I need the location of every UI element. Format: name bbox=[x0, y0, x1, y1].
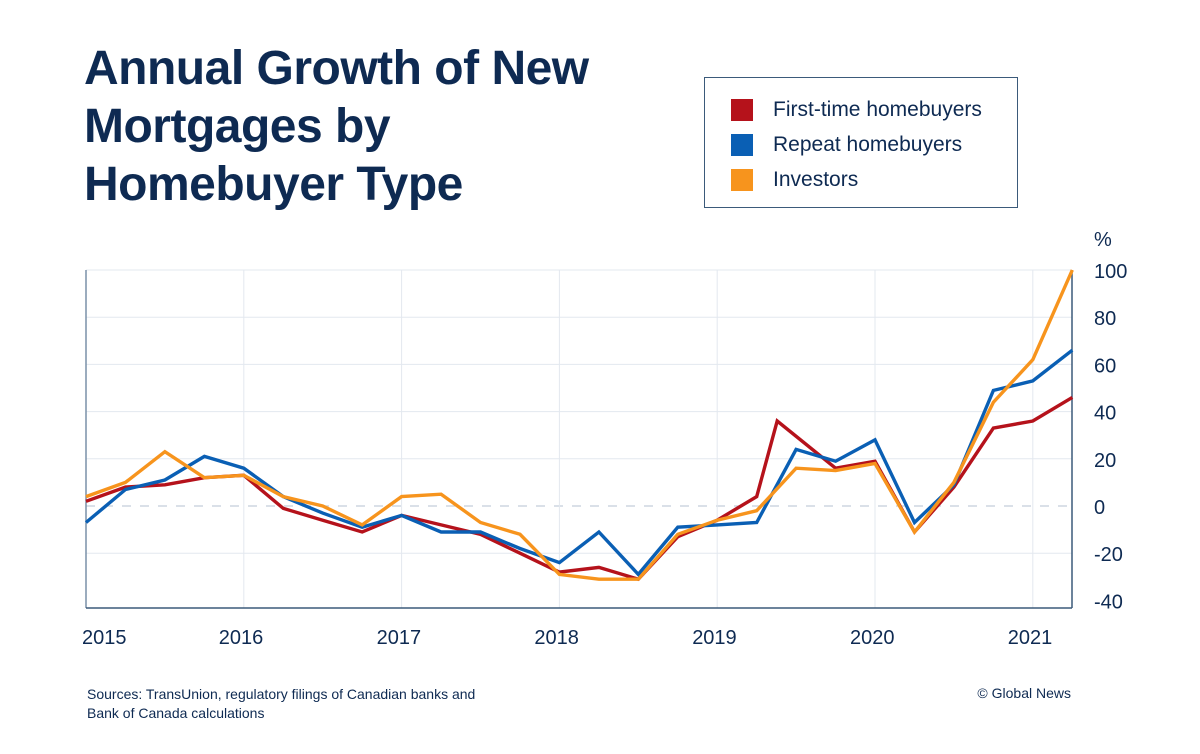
legend-swatch-repeat bbox=[731, 134, 753, 156]
legend-label: First-time homebuyers bbox=[773, 98, 982, 121]
y-tick-label: -20 bbox=[1094, 544, 1123, 566]
legend: First-time homebuyers Repeat homebuyers … bbox=[704, 77, 1018, 208]
y-tick-label: 0 bbox=[1094, 497, 1105, 519]
series-line-investors bbox=[85, 269, 1074, 581]
y-tick-label: 100 bbox=[1094, 261, 1127, 283]
y-tick-label: 80 bbox=[1094, 308, 1116, 330]
legend-item-investors: Investors bbox=[731, 168, 858, 192]
x-tick-label: 2018 bbox=[534, 627, 579, 649]
y-tick-label: 40 bbox=[1094, 403, 1116, 425]
x-tick-label: 2019 bbox=[692, 627, 737, 649]
y-axis-ticks: 100 80 60 40 20 0 -20 -40 bbox=[1094, 261, 1127, 613]
credit-note: © Global News bbox=[977, 685, 1071, 701]
legend-swatch-first-time bbox=[731, 99, 753, 121]
y-tick-label: -40 bbox=[1094, 591, 1123, 613]
legend-item-first-time: First-time homebuyers bbox=[731, 98, 982, 122]
y-axis-unit-label: % bbox=[1094, 229, 1112, 251]
y-tick-label: 20 bbox=[1094, 450, 1116, 472]
grid bbox=[86, 269, 1072, 608]
series-line-first-time-homebuyers bbox=[85, 395, 1074, 582]
y-tick-label: 60 bbox=[1094, 355, 1116, 377]
legend-label: Repeat homebuyers bbox=[773, 133, 963, 156]
source-note: Sources: TransUnion, regulatory filings … bbox=[87, 686, 476, 721]
legend-item-repeat: Repeat homebuyers bbox=[731, 133, 962, 157]
x-tick-label: 2017 bbox=[377, 627, 422, 649]
legend-swatch-investors bbox=[731, 169, 753, 191]
legend-label: Investors bbox=[773, 168, 859, 191]
series-lines bbox=[84, 269, 1074, 582]
axes bbox=[85, 270, 1073, 609]
chart-title: Annual Growth of New Mortgages by Homebu… bbox=[84, 42, 589, 211]
x-axis-ticks: 2015 2016 2017 2018 2019 2020 2021 bbox=[82, 627, 1052, 649]
x-tick-label: 2016 bbox=[219, 627, 263, 649]
x-tick-label: 2015 bbox=[82, 627, 127, 649]
series-line-repeat-homebuyers bbox=[84, 348, 1074, 577]
x-tick-label: 2021 bbox=[1008, 627, 1053, 649]
x-tick-label: 2020 bbox=[850, 627, 895, 649]
